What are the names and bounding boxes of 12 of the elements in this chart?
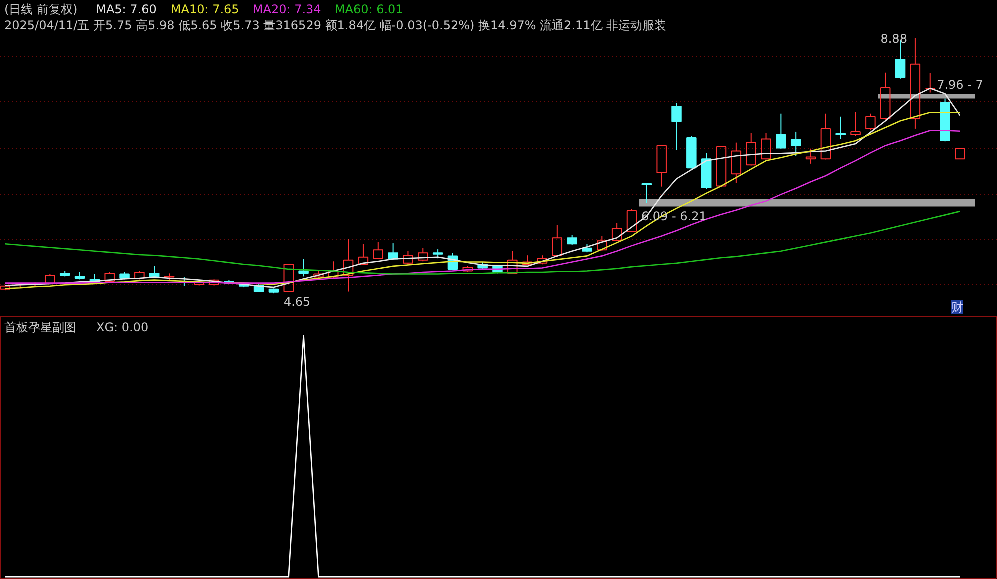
annotation: 4.65 bbox=[284, 295, 311, 310]
chart-title: (日线 前复权) bbox=[4, 2, 78, 16]
band-label: 7.96 - 7 bbox=[937, 78, 984, 92]
text: MA20: 7.34 bbox=[252, 2, 322, 16]
text: MA5: 7.60 bbox=[96, 2, 157, 16]
text: XG: 0.00 bbox=[96, 320, 149, 334]
text: MA10: 7.65 bbox=[170, 2, 240, 16]
text: 2025/04/11/五 开5.75 高5.98 低5.65 收5.73 量316529 额1.84亿 幅-0.03(-0.52%) 换14.97% 流通2.11亿 非运动服装 bbox=[4, 18, 667, 32]
text: MA60: 6.01 bbox=[334, 2, 404, 16]
annotation: 财 bbox=[952, 300, 964, 314]
chart-title: 首板孕星副图 bbox=[4, 320, 76, 334]
annotation: 8.88 bbox=[880, 32, 908, 46]
